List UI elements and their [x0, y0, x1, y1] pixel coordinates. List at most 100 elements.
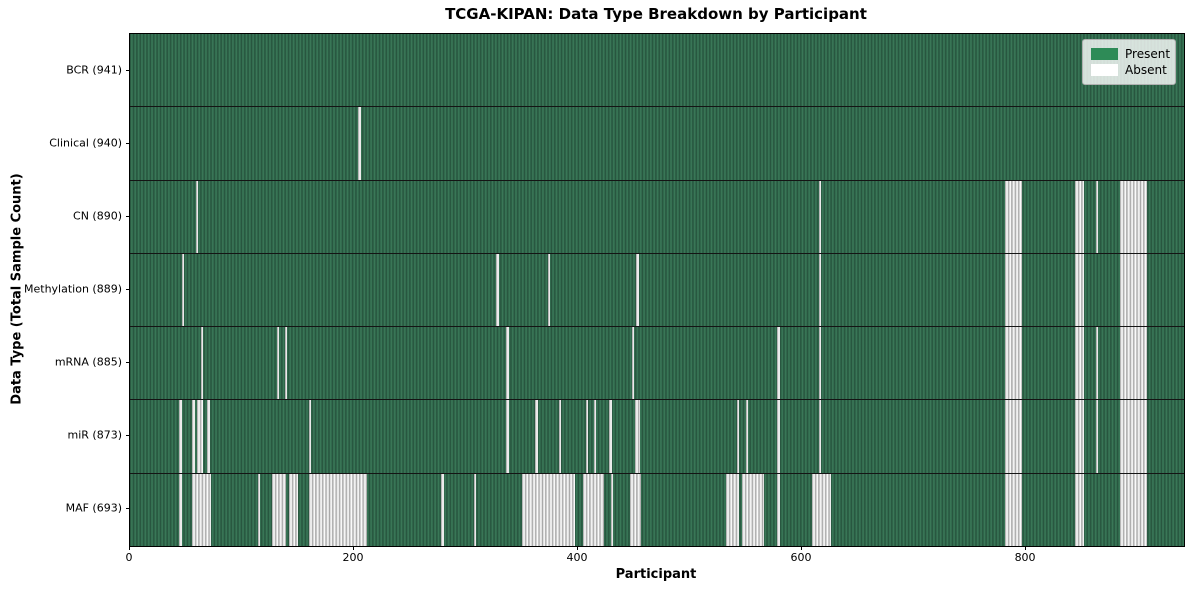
plot-rows — [130, 34, 1184, 546]
x-tick-label: 400 — [566, 551, 588, 564]
heatmap-row-miR — [130, 400, 1184, 474]
absent-stripe — [197, 400, 203, 473]
y-tick-mark — [126, 435, 130, 437]
absent-stripe — [257, 473, 260, 546]
absent-stripe — [610, 473, 613, 546]
absent-stripe — [636, 253, 639, 327]
x-tick-label: 800 — [1014, 551, 1036, 564]
absent-stripe — [741, 473, 764, 546]
x-axis-title: Participant — [615, 567, 697, 582]
absent-stripe — [812, 473, 832, 546]
y-tick-label: BCR (941) — [66, 63, 122, 77]
absent-stripe — [191, 473, 211, 546]
absent-stripe — [818, 180, 822, 253]
chart-title: TCGA-KIPAN: Data Type Breakdown by Parti… — [445, 5, 867, 23]
absent-stripe — [191, 400, 195, 473]
absent-stripe — [593, 400, 596, 473]
absent-stripe — [818, 400, 822, 473]
absent-stripe — [1075, 180, 1085, 253]
absent-stripe — [522, 473, 575, 546]
absent-stripe — [1120, 327, 1148, 400]
absent-stripe — [358, 107, 361, 180]
y-tick-mark — [126, 362, 130, 364]
y-tick-mark — [126, 142, 130, 144]
absent-stripe — [777, 400, 780, 473]
y-tick-label: CN (890) — [73, 209, 122, 223]
absent-stripe — [276, 327, 279, 400]
absent-stripe — [1075, 327, 1085, 400]
absent-stripe — [1095, 180, 1098, 253]
y-tick-label: MAF (693) — [65, 501, 122, 515]
absent-stripe — [196, 180, 199, 253]
absent-stripe — [725, 473, 740, 546]
x-tick-mark — [129, 546, 130, 550]
absent-stripe — [1120, 473, 1148, 546]
y-tick-label: mRNA (885) — [54, 355, 122, 369]
absent-stripe — [1120, 400, 1148, 473]
x-tick-label: 600 — [790, 551, 812, 564]
absent-stripe — [629, 473, 641, 546]
absent-stripe — [1095, 400, 1098, 473]
absent-stripe — [818, 253, 822, 327]
y-tick-mark — [126, 215, 130, 217]
legend-item-absent: Absent — [1091, 62, 1167, 78]
absent-stripe — [1095, 327, 1098, 400]
absent-stripe — [535, 400, 538, 473]
absent-stripe — [309, 473, 368, 546]
absent-stripe — [179, 400, 182, 473]
absent-stripe — [547, 253, 551, 327]
x-tick-label: 0 — [125, 551, 133, 564]
absent-stripe — [181, 253, 184, 327]
absent-stripe — [289, 473, 298, 546]
y-tick-mark — [126, 289, 130, 290]
heatmap-row-CN — [130, 180, 1184, 254]
heatmap-row-Clinical — [130, 107, 1184, 181]
absent-stripe — [179, 473, 182, 546]
absent-stripe — [737, 400, 740, 473]
heatmap-row-mRNA — [130, 327, 1184, 401]
x-tick-mark — [577, 546, 579, 550]
heatmap-row-MAF — [130, 473, 1184, 546]
absent-stripe — [441, 473, 444, 546]
absent-stripe — [746, 400, 749, 473]
absent-stripe — [609, 400, 612, 473]
absent-stripe — [582, 473, 604, 546]
absent-stripe — [635, 400, 640, 473]
absent-stripe — [1075, 400, 1085, 473]
absent-stripe — [1004, 180, 1022, 253]
absent-stripe — [506, 327, 509, 400]
absent-stripe — [777, 327, 780, 400]
legend-item-present: Present — [1091, 46, 1170, 62]
x-tick-label: 200 — [342, 551, 364, 564]
legend-label-absent: Absent — [1125, 63, 1167, 77]
absent-stripe — [207, 400, 210, 473]
x-tick-mark — [801, 546, 803, 550]
absent-stripe — [1004, 253, 1022, 327]
absent-stripe — [272, 473, 286, 546]
absent-stripe — [284, 327, 287, 400]
y-axis-title: Data Type (Total Sample Count) — [9, 173, 25, 405]
legend-label-present: Present — [1125, 47, 1171, 61]
absent-stripe — [496, 253, 499, 327]
absent-stripe — [631, 327, 635, 400]
x-tick-mark — [1025, 546, 1027, 550]
absent-stripe — [1120, 180, 1148, 253]
y-tick-mark — [126, 508, 130, 510]
absent-stripe — [585, 400, 589, 473]
absent-stripe — [558, 400, 562, 473]
absent-stripe — [818, 327, 822, 400]
absent-swatch-icon — [1091, 64, 1118, 76]
heatmap-row-Methylation — [130, 253, 1184, 328]
absent-stripe — [1120, 253, 1148, 327]
absent-stripe — [1004, 327, 1022, 400]
legend: Present Absent — [1082, 39, 1176, 85]
y-tick-label: miR (873) — [67, 428, 123, 442]
y-tick-label: Clinical (940) — [49, 136, 122, 150]
absent-stripe — [309, 400, 312, 473]
x-tick-mark — [353, 546, 355, 550]
absent-stripe — [1004, 400, 1022, 473]
absent-stripe — [1075, 253, 1085, 327]
heatmap-row-BCR — [130, 34, 1184, 108]
plot-area — [129, 33, 1185, 547]
